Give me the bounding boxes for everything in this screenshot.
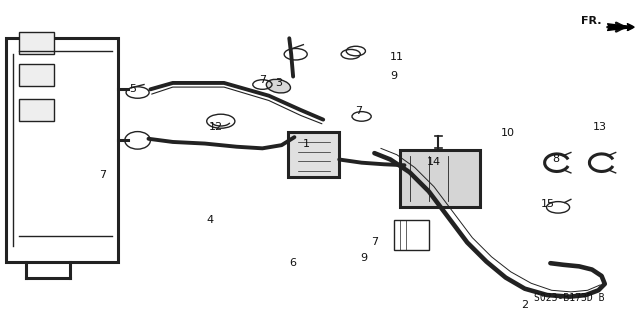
Text: 10: 10 [500,128,515,138]
Text: 8: 8 [552,154,559,164]
Text: 15: 15 [541,198,555,209]
FancyBboxPatch shape [19,32,54,54]
Text: FR.: FR. [581,16,602,26]
Text: 13: 13 [593,122,607,132]
FancyBboxPatch shape [19,99,54,121]
Text: 14: 14 [427,157,441,167]
Text: 12: 12 [209,122,223,132]
Text: S023-B173D B: S023-B173D B [534,293,605,303]
Text: 3: 3 [276,78,282,88]
Text: 7: 7 [355,106,362,116]
Text: 1: 1 [303,139,309,149]
Text: 9: 9 [360,253,367,263]
Text: 7: 7 [99,170,106,180]
FancyBboxPatch shape [400,150,480,207]
FancyBboxPatch shape [19,64,54,86]
Text: 9: 9 [390,71,397,81]
Text: 2: 2 [521,300,529,310]
Ellipse shape [266,79,291,93]
Text: 11: 11 [390,52,404,62]
FancyBboxPatch shape [288,132,339,177]
Text: 7: 7 [259,75,266,85]
Text: 5: 5 [130,84,136,94]
Text: 6: 6 [290,258,296,268]
Text: 7: 7 [371,237,378,247]
Text: 4: 4 [206,215,214,225]
